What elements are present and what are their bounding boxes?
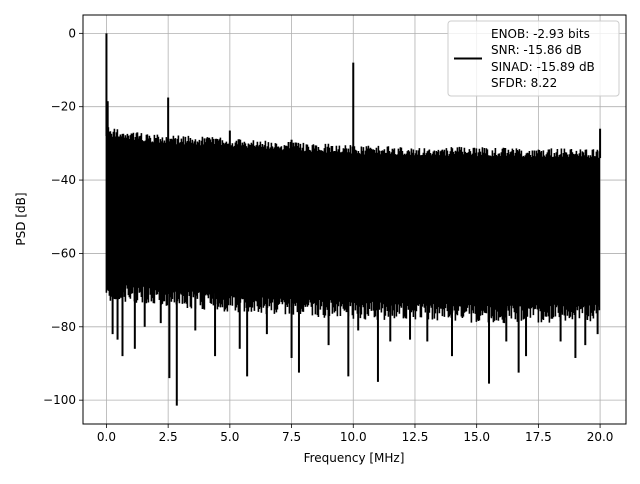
x-tick-label: 7.5 <box>282 430 301 444</box>
x-tick-label: 17.5 <box>525 430 552 444</box>
legend-text-sinad: SINAD: -15.89 dB <box>491 60 595 74</box>
x-tick-label: 10.0 <box>340 430 367 444</box>
psd-series <box>105 33 602 406</box>
y-axis-label: PSD [dB] <box>14 192 28 245</box>
x-tick-label: 12.5 <box>402 430 429 444</box>
y-axis-ticks: 0 −20 −40 −60 −80 −100 <box>43 26 83 407</box>
x-tick-label: 2.5 <box>159 430 178 444</box>
y-tick-label: −40 <box>51 173 76 187</box>
x-axis-ticks: 0.0 2.5 5.0 7.5 10.0 12.5 15.0 17.5 20.0 <box>97 424 614 444</box>
y-tick-label: 0 <box>68 26 76 40</box>
y-tick-label: −80 <box>51 320 76 334</box>
legend-box <box>447 20 620 97</box>
y-tick-label: −20 <box>51 100 76 114</box>
x-tick-label: 0.0 <box>97 430 116 444</box>
noise-floor-band <box>105 127 601 324</box>
y-tick-label: −100 <box>43 393 76 407</box>
x-tick-label: 5.0 <box>220 430 239 444</box>
legend-text-enob: ENOB: -2.93 bits <box>491 27 590 41</box>
y-tick-label: −60 <box>51 246 76 260</box>
legend-text-sfdr: SFDR: 8.22 <box>491 76 557 90</box>
x-tick-label: 15.0 <box>463 430 490 444</box>
x-tick-label: 20.0 <box>587 430 614 444</box>
plot-area-frame <box>82 14 627 425</box>
legend-text-snr: SNR: -15.86 dB <box>491 43 582 57</box>
x-axis-label: Frequency [MHz] <box>304 451 405 465</box>
legend: ENOB: -2.93 bits SNR: -15.86 dB SINAD: -… <box>447 20 620 97</box>
